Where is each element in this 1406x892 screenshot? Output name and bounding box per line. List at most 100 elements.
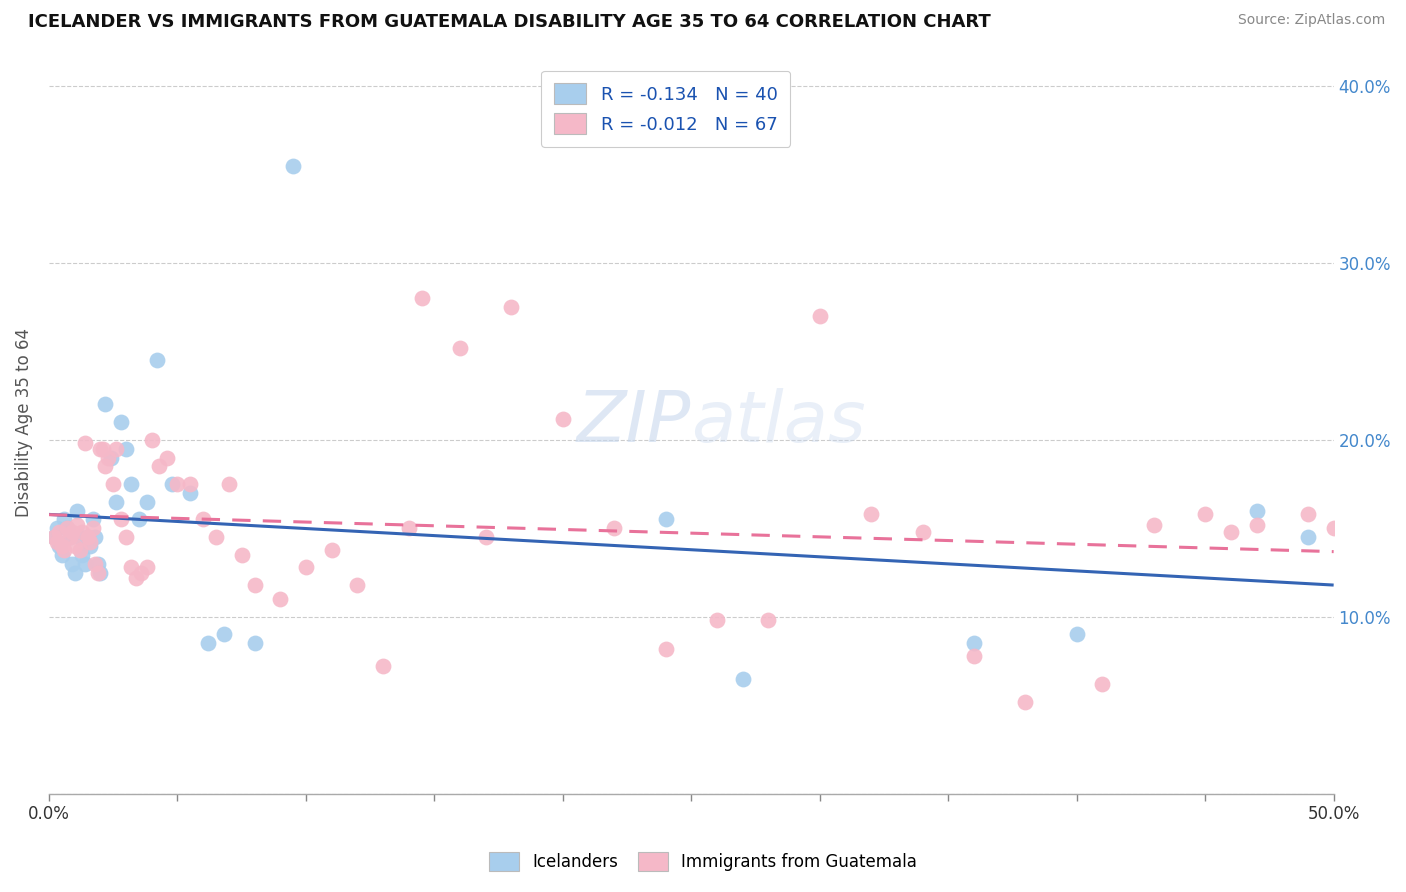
Point [1219, 524, 1241, 539]
Point [963, 636, 986, 650]
Point [758, 613, 780, 627]
Point [73, 436, 96, 450]
Point [243, 636, 266, 650]
Point [321, 542, 343, 557]
Point [104, 442, 127, 456]
Point [295, 560, 318, 574]
Point [58, 530, 80, 544]
Point [269, 592, 291, 607]
Point [218, 477, 240, 491]
Point [911, 524, 934, 539]
Point [63, 539, 86, 553]
Point [53, 512, 76, 526]
Point [1014, 695, 1036, 709]
Point [166, 477, 188, 491]
Point [197, 636, 219, 650]
Point [87, 566, 110, 580]
Point [115, 530, 138, 544]
Point [449, 341, 471, 355]
Point [731, 672, 754, 686]
Point [73, 557, 96, 571]
Point [141, 433, 163, 447]
Point [91, 442, 114, 456]
Text: atlas: atlas [692, 388, 866, 457]
Legend: Icelanders, Immigrants from Guatemala: Icelanders, Immigrants from Guatemala [481, 843, 925, 880]
Point [79, 539, 101, 553]
Point [89, 566, 111, 580]
Point [100, 450, 122, 465]
Point [82, 521, 104, 535]
Point [42, 530, 65, 544]
Point [84, 530, 107, 544]
Point [156, 450, 179, 465]
Text: Source: ZipAtlas.com: Source: ZipAtlas.com [1237, 13, 1385, 28]
Point [179, 477, 201, 491]
Point [243, 578, 266, 592]
Point [69, 530, 91, 544]
Point [45, 521, 67, 535]
Point [1194, 507, 1216, 521]
Point [179, 486, 201, 500]
Point [346, 578, 368, 592]
Point [231, 548, 253, 562]
Text: ZIP: ZIP [576, 388, 692, 457]
Point [110, 512, 132, 526]
Y-axis label: Disability Age 35 to 64: Disability Age 35 to 64 [15, 327, 32, 516]
Point [120, 560, 142, 574]
Point [135, 495, 157, 509]
Point [72, 524, 94, 539]
Point [115, 442, 138, 456]
Point [97, 450, 120, 465]
Point [603, 521, 626, 535]
Point [60, 557, 83, 571]
Point [69, 542, 91, 557]
Point [66, 517, 89, 532]
Point [1091, 677, 1114, 691]
Point [60, 524, 83, 539]
Point [808, 309, 831, 323]
Point [48, 524, 70, 539]
Point [398, 521, 420, 535]
Point [1296, 530, 1319, 544]
Point [58, 530, 80, 544]
Text: ICELANDER VS IMMIGRANTS FROM GUATEMALA DISABILITY AGE 35 TO 64 CORRELATION CHART: ICELANDER VS IMMIGRANTS FROM GUATEMALA D… [28, 13, 991, 31]
Point [128, 512, 150, 526]
Point [411, 291, 433, 305]
Point [1296, 507, 1319, 521]
Point [63, 566, 86, 580]
Point [281, 159, 304, 173]
Point [474, 530, 496, 544]
Point [706, 613, 728, 627]
Point [125, 571, 148, 585]
Point [120, 477, 142, 491]
Point [42, 530, 65, 544]
Point [94, 397, 117, 411]
Point [103, 477, 125, 491]
Point [1246, 517, 1268, 532]
Point [110, 415, 132, 429]
Point [1323, 521, 1346, 535]
Point [135, 560, 157, 574]
Point [654, 641, 676, 656]
Point [48, 539, 70, 553]
Point [82, 512, 104, 526]
Point [66, 503, 89, 517]
Point [501, 300, 523, 314]
Point [654, 512, 676, 526]
Point [84, 557, 107, 571]
Point [191, 512, 214, 526]
Point [79, 535, 101, 549]
Point [963, 648, 986, 663]
Point [104, 495, 127, 509]
Point [94, 459, 117, 474]
Point [860, 507, 883, 521]
Point [205, 530, 228, 544]
Point [551, 411, 574, 425]
Point [212, 627, 235, 641]
Point [131, 566, 153, 580]
Point [72, 548, 94, 562]
Point [45, 535, 67, 549]
Point [53, 542, 76, 557]
Point [51, 539, 73, 553]
Point [89, 442, 111, 456]
